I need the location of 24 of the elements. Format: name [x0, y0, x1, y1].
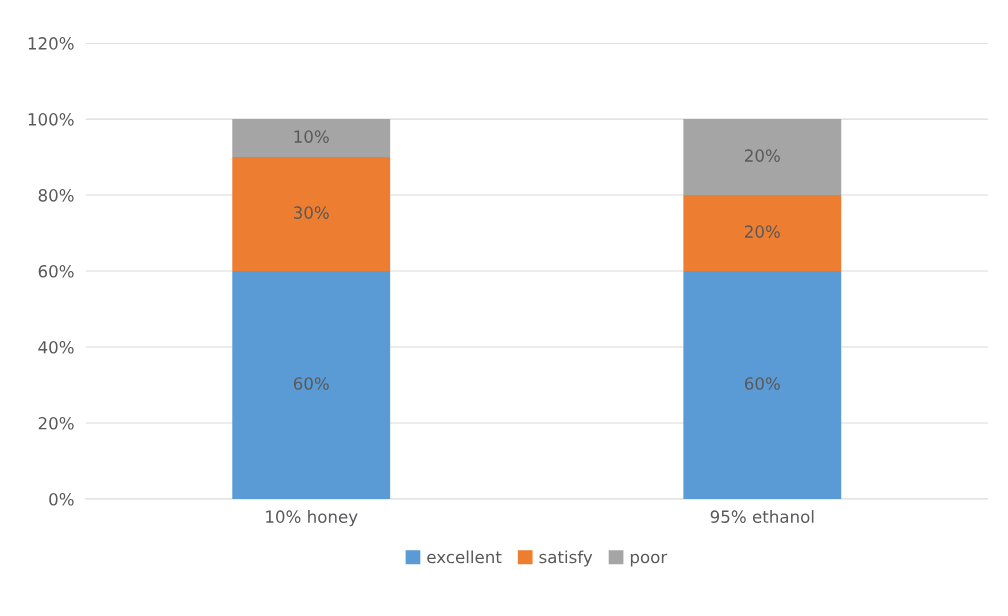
data-label: 30%	[293, 206, 329, 219]
bar	[232, 119, 391, 158]
y-tick-label: 120%	[28, 37, 74, 50]
y-tick-label: 0%	[49, 492, 74, 506]
data-label: 20%	[745, 149, 780, 162]
data-label: 60%	[744, 377, 780, 390]
bar	[683, 271, 842, 499]
legend-label: excellent	[427, 550, 502, 564]
data-label: 10%	[294, 130, 329, 143]
bar	[683, 119, 842, 196]
y-tick-label: 100%	[28, 113, 74, 126]
y-tick-label: 20%	[38, 416, 74, 430]
bar	[683, 195, 842, 272]
data-label: 20%	[745, 225, 780, 238]
y-tick-label: 40%	[38, 340, 74, 354]
y-tick-label: 80%	[38, 189, 74, 202]
x-tick-label: 10% honey	[266, 510, 358, 527]
legend-label: satisfy	[539, 550, 593, 567]
x-tick-label: 95% ethanol	[710, 510, 814, 523]
legend-label: poor	[630, 553, 668, 567]
y-tick-label: 60%	[38, 265, 74, 278]
bar	[232, 157, 391, 272]
data-label: 60%	[293, 377, 329, 390]
bar	[232, 271, 391, 499]
